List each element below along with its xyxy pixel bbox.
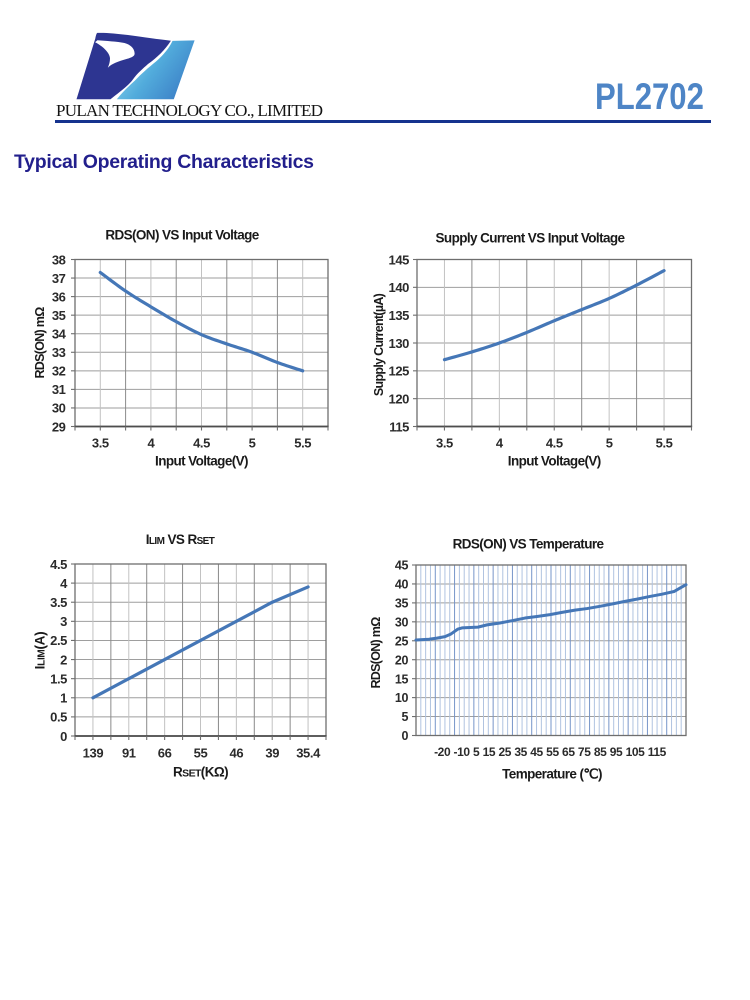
svg-text:35.4: 35.4 bbox=[296, 746, 321, 761]
svg-text:3.5: 3.5 bbox=[50, 595, 67, 610]
svg-text:140: 140 bbox=[389, 280, 410, 295]
svg-text:RDS(ON) mΩ: RDS(ON) mΩ bbox=[369, 617, 383, 689]
svg-text:32: 32 bbox=[52, 364, 66, 379]
svg-text:34: 34 bbox=[52, 327, 67, 342]
svg-text:5.5: 5.5 bbox=[656, 436, 673, 451]
svg-text:115: 115 bbox=[389, 419, 409, 434]
svg-text:15: 15 bbox=[395, 672, 409, 686]
svg-text:38: 38 bbox=[52, 252, 66, 267]
svg-text:5: 5 bbox=[249, 436, 256, 451]
svg-text:66: 66 bbox=[158, 746, 172, 761]
svg-text:120: 120 bbox=[389, 391, 410, 406]
svg-text:4: 4 bbox=[147, 436, 155, 451]
svg-text:91: 91 bbox=[122, 746, 136, 761]
svg-text:25: 25 bbox=[395, 634, 409, 648]
svg-text:Input Voltage(V): Input Voltage(V) bbox=[508, 454, 601, 469]
svg-text:2: 2 bbox=[60, 652, 67, 667]
svg-text:4: 4 bbox=[60, 576, 68, 591]
svg-text:35: 35 bbox=[52, 308, 66, 323]
svg-text:4.5: 4.5 bbox=[546, 436, 563, 451]
svg-text:Input Voltage(V): Input Voltage(V) bbox=[155, 454, 248, 469]
svg-text:30: 30 bbox=[52, 401, 66, 416]
svg-text:39: 39 bbox=[265, 746, 279, 761]
svg-text:36: 36 bbox=[52, 289, 66, 304]
svg-text:3: 3 bbox=[60, 614, 67, 629]
svg-text:Supply Current(µA): Supply Current(µA) bbox=[372, 293, 386, 396]
svg-text:ILIM VS RSET: ILIM VS RSET bbox=[146, 532, 215, 547]
svg-text:5: 5 bbox=[606, 436, 613, 451]
svg-text:20: 20 bbox=[395, 653, 409, 667]
svg-text:33: 33 bbox=[52, 345, 66, 360]
svg-text:0: 0 bbox=[60, 729, 67, 744]
svg-text:10: 10 bbox=[395, 691, 409, 705]
svg-text:130: 130 bbox=[389, 336, 410, 351]
svg-text:29: 29 bbox=[52, 419, 66, 434]
svg-text:5: 5 bbox=[401, 710, 408, 724]
svg-text:0.5: 0.5 bbox=[50, 710, 67, 725]
svg-text:ILIM(A): ILIM(A) bbox=[33, 632, 48, 670]
svg-text:2.5: 2.5 bbox=[50, 633, 67, 648]
svg-text:45: 45 bbox=[395, 559, 409, 573]
svg-text:4.5: 4.5 bbox=[50, 557, 67, 572]
svg-text:37: 37 bbox=[52, 271, 66, 286]
svg-text:125: 125 bbox=[389, 364, 410, 379]
svg-text:3.5: 3.5 bbox=[92, 436, 109, 451]
svg-text:0: 0 bbox=[401, 729, 408, 743]
svg-text:1: 1 bbox=[60, 691, 67, 706]
svg-text:-20 -10 5 15 25 35 45 55 65 75: -20 -10 5 15 25 35 45 55 65 75 85 95 105… bbox=[434, 745, 667, 759]
svg-text:1.5: 1.5 bbox=[50, 671, 67, 686]
svg-text:35: 35 bbox=[395, 596, 409, 610]
svg-text:46: 46 bbox=[230, 746, 244, 761]
svg-text:4: 4 bbox=[496, 436, 504, 451]
svg-text:Temperature (℃): Temperature (℃) bbox=[502, 767, 602, 782]
svg-text:RSET(KΩ): RSET(KΩ) bbox=[173, 765, 228, 780]
svg-text:RDS(ON) VS Temperature: RDS(ON) VS Temperature bbox=[453, 537, 605, 552]
svg-text:RDS(ON) mΩ: RDS(ON) mΩ bbox=[33, 307, 47, 379]
svg-text:3.5: 3.5 bbox=[436, 436, 453, 451]
svg-text:31: 31 bbox=[52, 382, 66, 397]
svg-text:5.5: 5.5 bbox=[294, 436, 311, 451]
svg-text:RDS(ON) VS Input Voltage: RDS(ON) VS Input Voltage bbox=[105, 228, 259, 243]
svg-text:40: 40 bbox=[395, 578, 409, 592]
svg-text:145: 145 bbox=[389, 252, 410, 267]
svg-text:4.5: 4.5 bbox=[193, 436, 210, 451]
svg-text:55: 55 bbox=[194, 746, 208, 761]
svg-text:Supply Current VS Input Voltag: Supply Current VS Input Voltage bbox=[436, 231, 626, 246]
svg-text:135: 135 bbox=[389, 308, 410, 323]
svg-text:139: 139 bbox=[83, 746, 104, 761]
svg-text:30: 30 bbox=[395, 615, 409, 629]
